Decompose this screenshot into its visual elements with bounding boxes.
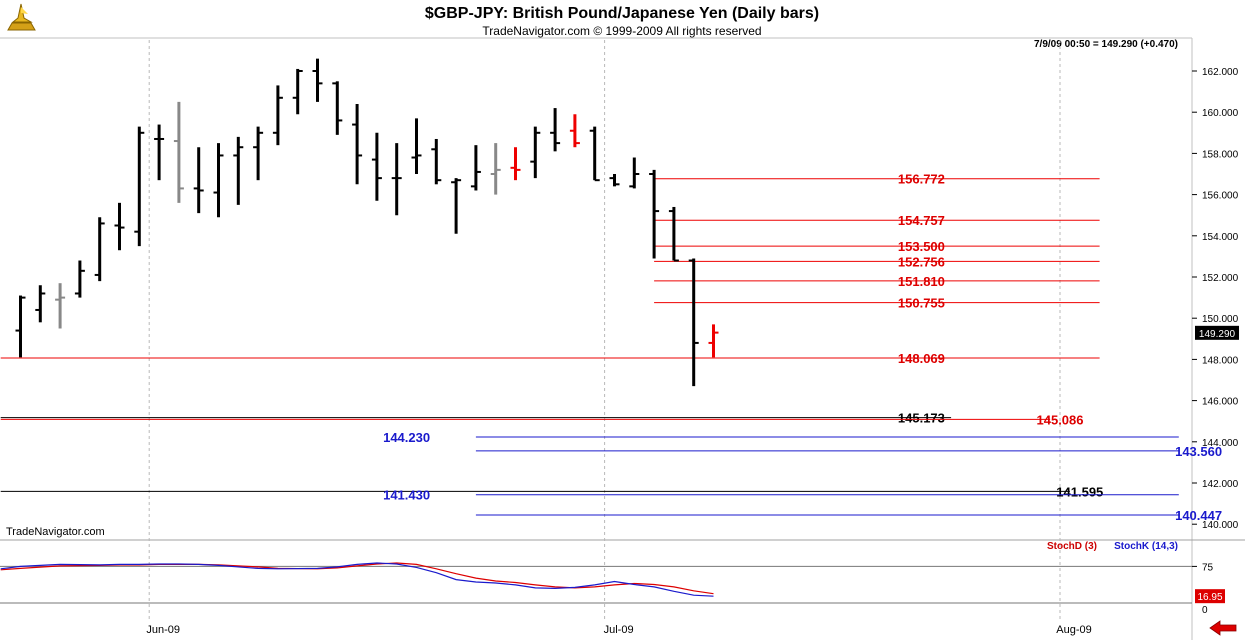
legend-stochk: StochK (14,3) xyxy=(1114,541,1178,552)
price-tick-label: 144.000 xyxy=(1202,438,1239,449)
ohlc-bar xyxy=(530,126,541,179)
ohlc-bar xyxy=(332,81,343,135)
date-axis: Jun-09 Jul-09 Aug-09 xyxy=(146,624,1091,636)
level-label-156.772: 156.772 xyxy=(898,172,945,187)
legend-stochd: StochD (3) xyxy=(1047,541,1097,552)
ohlc-bar xyxy=(173,101,184,203)
stoch-tick-label: 75 xyxy=(1202,562,1214,573)
ohlc-bar xyxy=(451,178,462,234)
ohlc-bar xyxy=(233,136,244,205)
price-tick-label: 152.000 xyxy=(1202,273,1239,284)
chart-subtitle: TradeNavigator.com © 1999-2009 All right… xyxy=(482,24,761,38)
ohlc-bar xyxy=(391,143,402,216)
price-axis: 162.000 160.000 158.000 156.000 154.000 152.0… xyxy=(1192,67,1239,531)
level-label-154.757: 154.757 xyxy=(898,213,945,228)
ohlc-bar xyxy=(114,202,125,251)
price-tick-label: 142.000 xyxy=(1202,479,1239,490)
stoch-last-value-box xyxy=(1195,589,1225,604)
level-label-145.086: 145.086 xyxy=(1037,412,1084,427)
ohlc-bar xyxy=(708,324,719,358)
level-label-140.447: 140.447 xyxy=(1175,508,1222,523)
tradenavigator-logo-icon xyxy=(7,3,36,31)
ohlc-bar xyxy=(668,206,679,262)
level-label-143.560: 143.560 xyxy=(1175,444,1222,459)
level-label-148.069: 148.069 xyxy=(898,351,945,366)
price-tick-label: 150.000 xyxy=(1202,314,1239,325)
ohlc-bar xyxy=(35,285,46,323)
price-tick-label: 162.000 xyxy=(1202,67,1239,78)
level-label-152.756: 152.756 xyxy=(898,254,945,269)
stochastic-pane: 75 0 16.95 xyxy=(0,562,1225,616)
last-price-label: 149.290 xyxy=(1199,329,1236,340)
ohlc-bar xyxy=(74,260,85,298)
date-axis-label-Jul-09: Jul-09 xyxy=(604,624,634,636)
ohlc-bar xyxy=(272,85,283,146)
level-label-141.430: 141.430 xyxy=(383,488,430,503)
ohlc-bar xyxy=(154,124,165,181)
ohlc-bar xyxy=(213,143,224,218)
price-tick-label: 146.000 xyxy=(1202,397,1239,408)
vertical-gridlines xyxy=(148,40,1061,620)
ohlc-bar xyxy=(649,169,660,259)
scroll-left-arrow-icon[interactable] xyxy=(1206,620,1238,636)
watermark-text: TradeNavigator.com xyxy=(6,526,105,538)
stoch-last-value-label: 16.95 xyxy=(1197,592,1222,603)
level-label-141.595: 141.595 xyxy=(1056,484,1103,499)
price-tick-label: 158.000 xyxy=(1202,149,1239,160)
ohlc-bars xyxy=(15,58,719,387)
ohlc-bar xyxy=(629,157,640,189)
chart-title: $GBP-JPY: British Pound/Japanese Yen (Da… xyxy=(425,5,819,22)
ohlc-bar xyxy=(431,138,442,185)
level-label-144.230: 144.230 xyxy=(383,430,430,445)
ohlc-bar xyxy=(134,126,145,247)
ohlc-bar xyxy=(292,68,303,115)
level-label-150.755: 150.755 xyxy=(898,296,945,311)
ohlc-bar xyxy=(371,132,382,201)
ohlc-bar xyxy=(490,143,501,195)
level-label-153.500: 153.500 xyxy=(898,239,945,254)
ohlc-bar xyxy=(569,114,580,148)
level-label-145.173: 145.173 xyxy=(898,411,945,426)
date-axis-label-Aug-09: Aug-09 xyxy=(1056,624,1091,636)
ohlc-bar xyxy=(589,126,600,182)
ohlc-bar xyxy=(688,258,699,387)
ohlc-bar xyxy=(312,58,323,102)
ohlc-bar xyxy=(510,147,521,181)
price-tick-label: 148.000 xyxy=(1202,355,1239,366)
price-tick-label: 156.000 xyxy=(1202,191,1239,202)
ohlc-bar xyxy=(193,147,204,214)
ohlc-bar xyxy=(609,174,620,187)
ohlc-bar xyxy=(55,283,66,329)
ohlc-bar xyxy=(352,103,363,185)
ohlc-bar xyxy=(550,108,561,152)
date-axis-label-Jun-09: Jun-09 xyxy=(146,624,180,636)
ohlc-bar xyxy=(253,126,264,181)
stoch-series-line xyxy=(0,562,714,597)
ohlc-bar xyxy=(94,217,105,282)
price-tick-label: 154.000 xyxy=(1202,232,1239,243)
level-label-151.810: 151.810 xyxy=(898,274,945,289)
header-area xyxy=(0,0,1245,38)
ohlc-bar xyxy=(470,145,481,191)
price-tick-label: 160.000 xyxy=(1202,108,1239,119)
last-price-box xyxy=(1195,325,1239,340)
quote-readout: 7/9/09 00:50 = 149.290 (+0.470) xyxy=(1034,39,1178,50)
stoch-tick-label-zero: 0 xyxy=(1202,605,1208,616)
price-tick-label: 140.000 xyxy=(1202,520,1239,531)
ohlc-bar xyxy=(15,295,26,358)
ohlc-bar xyxy=(411,118,422,174)
